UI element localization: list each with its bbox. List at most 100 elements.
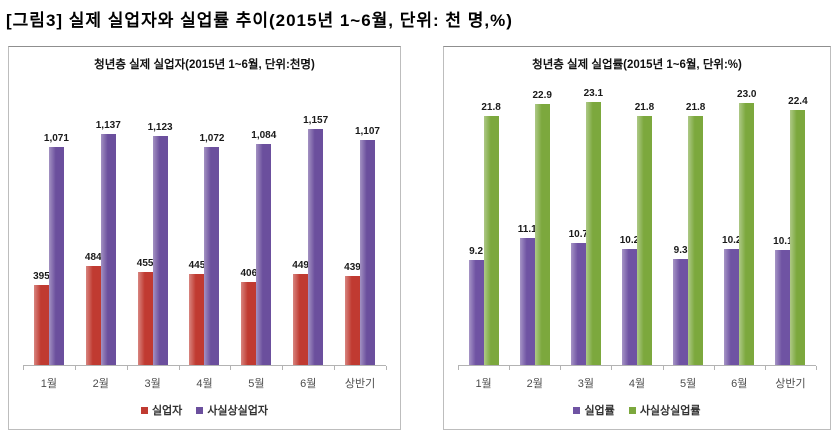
bar-group: 10.2 23.0: [722, 80, 757, 365]
chart-panel-unemployed-count: 청년층 실제 실업자(2015년 1~6월, 단위:천명) 395 1,071 48…: [8, 46, 401, 430]
legend-label: 실업자: [151, 405, 183, 417]
bar-value-label: 21.8: [481, 102, 501, 114]
bar-series-0: 445: [189, 260, 205, 365]
bar-series-0: 455: [137, 258, 153, 365]
legend: 실업률 사실상실업률: [458, 395, 816, 425]
x-axis-tick: [509, 366, 511, 370]
x-axis-tick: [713, 366, 715, 370]
bar-value-label: 10.2: [619, 234, 640, 246]
bar-series-0: 11.1: [518, 224, 537, 365]
bar-value-label: 21.8: [634, 102, 655, 114]
x-axis-tick: [230, 366, 232, 370]
bar-value-label: 11.1: [517, 224, 537, 236]
bar-value-label: 9.2: [469, 246, 484, 258]
bar-series-0: 9.2: [468, 246, 484, 365]
bar-series-1: 21.8: [686, 102, 705, 365]
x-axis-label: 상반기: [775, 378, 806, 390]
x-axis-label: 1월: [475, 378, 492, 390]
bar-group: 9.3 21.8: [673, 80, 705, 365]
bar-series-1: 1,123: [148, 122, 173, 365]
x-axis-tick: [611, 366, 613, 370]
chart-panel-unemployment-rate: 청년층 실제 실업률(2015년 1~6월, 단위:%) 9.2 21.8 11.1…: [443, 46, 831, 430]
bar-value-label: 22.9: [532, 89, 552, 101]
bar-group: 439 1,107: [344, 80, 380, 365]
bar-value-label: 9.3: [673, 244, 688, 256]
x-axis-ticks: [458, 366, 817, 371]
x-axis-label: 상반기: [344, 378, 376, 390]
x-axis-label: 1월: [40, 378, 58, 390]
x-axis-tick: [178, 366, 180, 370]
bar-group: 395 1,071: [33, 80, 69, 365]
x-axis-tick: [458, 366, 459, 370]
bar-series-0: 395: [33, 271, 50, 365]
page-title: [그림3] 실제 실업자와 실업률 추이(2015년 1~6월, 단위: 천 명…: [6, 11, 513, 30]
x-axis-tick: [74, 366, 76, 370]
bar-value-label: 21.8: [685, 102, 706, 114]
bar-group: 449 1,157: [292, 80, 328, 365]
bar-series-1: 21.8: [481, 102, 501, 365]
x-axis-tick: [386, 366, 387, 370]
bar-group: 484 1,137: [85, 80, 121, 365]
bar-value-label: 10.1: [773, 235, 793, 247]
bar-series-0: 406: [240, 268, 257, 365]
bar-series-1: 22.4: [788, 96, 808, 365]
bar-value-label: 445: [188, 260, 206, 272]
x-axis-label: 6월: [300, 378, 317, 390]
bar-series-0: 484: [85, 252, 102, 365]
legend-label: 사실상실업자: [207, 405, 269, 417]
bar-value-label: 1,137: [95, 119, 121, 131]
bar-group: 406 1,084: [240, 80, 276, 365]
x-axis-tick: [126, 366, 128, 370]
bar-series-1: 1,084: [251, 130, 276, 365]
bar-group: 455 1,123: [137, 80, 173, 365]
bar-value-label: 1,072: [199, 132, 225, 144]
bar-series-0: 449: [292, 260, 309, 365]
x-axis-labels: 1월 2월 3월 4월 5월 6월 상반기: [23, 371, 386, 395]
bar-series-0: 10.1: [773, 236, 793, 365]
legend-swatch: [573, 406, 581, 414]
x-axis-tick: [662, 366, 664, 370]
bar-value-label: 1,071: [43, 132, 69, 144]
x-axis-label: 3월: [577, 378, 594, 390]
x-axis-tick: [816, 366, 817, 370]
legend-item-0: 실업자: [140, 402, 183, 418]
bar-value-label: 439: [344, 261, 361, 273]
x-axis-labels: 1월 2월 3월 4월 5월 6월 상반기: [458, 371, 816, 395]
x-axis-tick: [764, 366, 766, 370]
bar-group: 9.2 21.8: [468, 80, 501, 365]
bar-series-1: 21.8: [635, 102, 654, 365]
plot-area: 9.2 21.8 11.1 22.9 10.7 23.1 10.2 21.8 9.3 21.8 10…: [458, 80, 816, 366]
bar-series-0: 10.7: [569, 229, 588, 365]
bar-value-label: 1,107: [354, 125, 380, 137]
bar-value-label: 10.2: [722, 234, 742, 246]
x-axis-label: 4월: [196, 378, 213, 390]
bar-series-0: 10.2: [620, 235, 639, 365]
x-axis-tick: [282, 366, 284, 370]
bar-series-0: 10.2: [722, 235, 742, 365]
bar-group: 10.2 21.8: [620, 80, 654, 365]
x-axis-label: 5월: [248, 378, 265, 390]
bar-series-1: 23.1: [584, 88, 603, 365]
x-axis-label: 3월: [144, 378, 161, 390]
bar-value-label: 449: [292, 259, 309, 271]
bar-group: 445 1,072: [189, 80, 224, 365]
legend-swatch: [196, 406, 204, 414]
bar-group: 11.1 22.9: [518, 80, 552, 365]
bar-series-1: 1,072: [199, 133, 224, 365]
plot-area: 395 1,071 484 1,137 455 1,123 445 1,072 406 1,084…: [23, 80, 386, 366]
bar-series-1: 22.9: [532, 90, 552, 365]
legend-item-1: 사실상실업률: [628, 402, 701, 418]
bar-value-label: 1,157: [303, 115, 329, 127]
bar-series-1: 1,157: [303, 115, 328, 365]
legend-item-0: 실업률: [573, 402, 615, 418]
bar-value-label: 22.4: [788, 95, 808, 107]
x-axis-tick: [23, 366, 24, 370]
plot-wrap: 9.2 21.8 11.1 22.9 10.7 23.1 10.2 21.8 9.3 21.8 10…: [458, 80, 817, 429]
plot-wrap: 395 1,071 484 1,137 455 1,123 445 1,072 406 1,084…: [23, 80, 387, 429]
x-axis-ticks: [23, 366, 387, 371]
bar-series-1: 1,107: [355, 126, 380, 365]
legend-swatch: [140, 406, 148, 414]
x-axis-tick: [560, 366, 562, 370]
x-axis-label: 2월: [526, 378, 543, 390]
